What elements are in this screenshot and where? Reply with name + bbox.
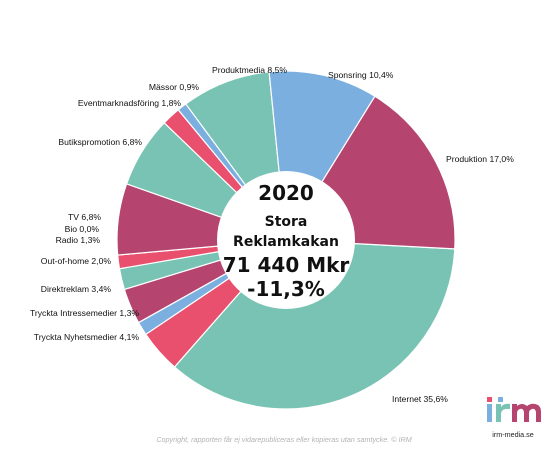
slice-label-7: Bio 0,0% xyxy=(65,224,100,234)
slice-label-5: Out-of-home 2,0% xyxy=(41,256,112,266)
slice-label-10: Eventmarknadsföring 1,8% xyxy=(78,98,182,108)
logo-url: irm-media.se xyxy=(492,430,534,439)
slice-label-12: Produktmedia 8,5% xyxy=(212,65,287,75)
logo-letter-m xyxy=(512,403,541,422)
logo-dot-r xyxy=(498,397,503,402)
logo-letter-r xyxy=(496,403,510,422)
slice-label-4: Direktreklam 3,4% xyxy=(41,284,112,294)
slice-label-11: Mässor 0,9% xyxy=(149,82,200,92)
slice-label-13: Sponsring 10,4% xyxy=(328,70,394,80)
slice-label-8: TV 6,8% xyxy=(68,212,101,222)
chart-labels: Internet 35,6% Tryckta Nyhetsmedier 4,1% T… xyxy=(30,65,514,404)
center-total: 71 440 Mkr xyxy=(223,253,350,277)
slice-label-14: Produktion 17,0% xyxy=(446,154,514,164)
center-line-stora: Stora xyxy=(265,214,308,230)
donut-hole xyxy=(217,171,355,309)
logo-letter-i xyxy=(487,404,492,422)
center-year: 2020 xyxy=(258,181,314,205)
slice-label-9: Butikspromotion 6,8% xyxy=(58,137,142,147)
center-line-reklamkakan: Reklamkakan xyxy=(233,234,339,250)
slice-label-6: Radio 1,3% xyxy=(56,235,101,245)
logo-dot-i xyxy=(487,397,492,402)
slice-label-3: Tryckta Intressemedier 1,3% xyxy=(30,308,139,318)
copyright-notice: Copyright, rapporten får ej vidarepublic… xyxy=(156,435,411,444)
center-change: -11,3% xyxy=(247,277,325,301)
slice-label-1: Internet 35,6% xyxy=(392,394,448,404)
slice-1 xyxy=(173,239,456,410)
center-text-block: 2020 Stora Reklamkakan 71 440 Mkr -11,3% xyxy=(223,181,350,301)
irm-logo-letters xyxy=(487,397,541,422)
slice-label-2: Tryckta Nyhetsmedier 4,1% xyxy=(34,332,140,342)
irm-logo: irm-media.se xyxy=(487,397,541,439)
